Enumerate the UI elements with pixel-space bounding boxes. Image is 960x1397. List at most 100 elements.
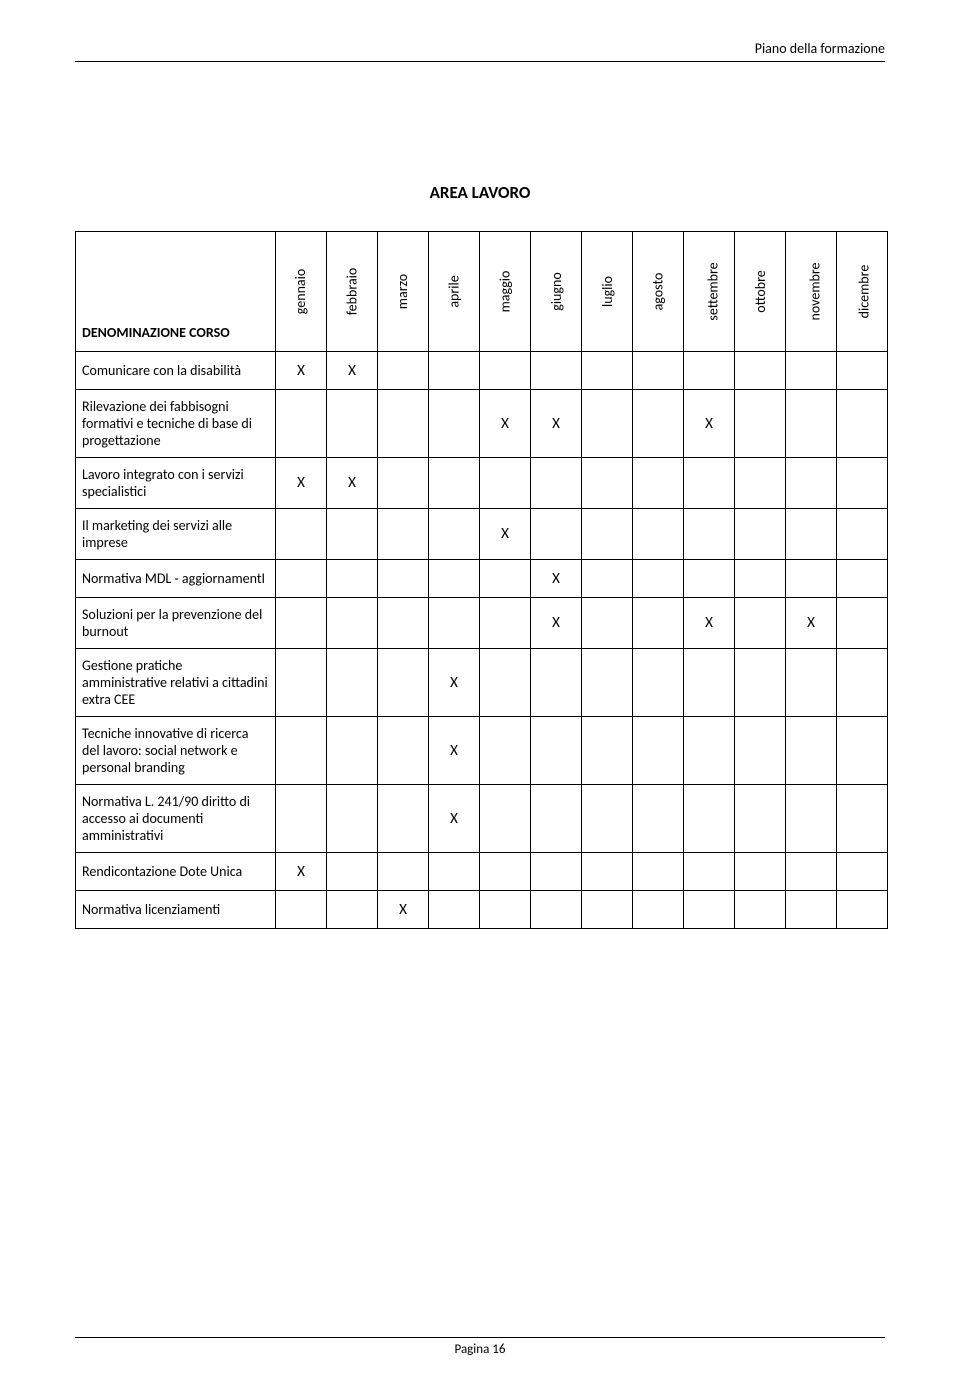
cell-mark — [582, 649, 633, 717]
cell-mark — [735, 649, 786, 717]
cell-mark — [786, 390, 837, 458]
cell-mark — [735, 598, 786, 649]
page-footer-line: Pagina 16 — [75, 1337, 885, 1357]
row-label: Tecniche innovative di ricerca del lavor… — [76, 717, 276, 785]
cell-mark — [633, 785, 684, 853]
cell-mark — [327, 649, 378, 717]
month-label: marzo — [394, 274, 411, 309]
cell-mark — [276, 649, 327, 717]
cell-mark — [837, 649, 888, 717]
cell-mark — [378, 458, 429, 509]
row-label: Normativa MDL - aggiornamentI — [76, 560, 276, 598]
month-header: gennaio — [276, 232, 327, 352]
month-header: settembre — [684, 232, 735, 352]
cell-mark — [480, 891, 531, 929]
month-label: maggio — [496, 271, 513, 313]
cell-mark: X — [276, 458, 327, 509]
cell-mark — [582, 390, 633, 458]
cell-mark — [837, 717, 888, 785]
cell-mark — [786, 458, 837, 509]
cell-mark — [786, 649, 837, 717]
cell-mark: X — [429, 785, 480, 853]
cell-mark — [531, 649, 582, 717]
month-label: luglio — [599, 276, 616, 307]
month-header: novembre — [786, 232, 837, 352]
cell-mark — [480, 560, 531, 598]
row-label: Soluzioni per la prevenzione del burnout — [76, 598, 276, 649]
cell-mark — [684, 853, 735, 891]
table-row: Tecniche innovative di ricerca del lavor… — [76, 717, 888, 785]
cell-mark — [429, 598, 480, 649]
cell-mark — [531, 785, 582, 853]
cell-mark: X — [480, 390, 531, 458]
cell-mark — [837, 785, 888, 853]
cell-mark — [378, 509, 429, 560]
month-header: ottobre — [735, 232, 786, 352]
cell-mark — [684, 891, 735, 929]
cell-mark: X — [480, 509, 531, 560]
month-header: febbraio — [327, 232, 378, 352]
cell-mark — [735, 560, 786, 598]
cell-mark — [378, 717, 429, 785]
cell-mark — [378, 560, 429, 598]
month-header: dicembre — [837, 232, 888, 352]
table-row: Normativa MDL - aggiornamentI X — [76, 560, 888, 598]
table-row: Lavoro integrato con i servizi specialis… — [76, 458, 888, 509]
cell-mark — [480, 458, 531, 509]
table-row: Normativa L. 241/90 diritto di accesso a… — [76, 785, 888, 853]
cell-mark: X — [327, 458, 378, 509]
cell-mark — [378, 352, 429, 390]
cell-mark — [480, 352, 531, 390]
cell-mark — [735, 352, 786, 390]
cell-mark — [582, 509, 633, 560]
cell-mark — [327, 598, 378, 649]
cell-mark — [378, 649, 429, 717]
cell-mark — [633, 560, 684, 598]
cell-mark: X — [429, 649, 480, 717]
cell-mark — [531, 458, 582, 509]
cell-mark: X — [327, 352, 378, 390]
cell-mark: X — [531, 560, 582, 598]
cell-mark — [480, 853, 531, 891]
cell-mark — [378, 785, 429, 853]
cell-mark — [327, 853, 378, 891]
table-row: Rilevazione dei fabbisogni formativi e t… — [76, 390, 888, 458]
cell-mark — [276, 785, 327, 853]
cell-mark — [633, 352, 684, 390]
cell-mark — [582, 458, 633, 509]
cell-mark: X — [276, 352, 327, 390]
cell-mark — [276, 598, 327, 649]
row-label: Normativa L. 241/90 diritto di accesso a… — [76, 785, 276, 853]
month-label: dicembre — [855, 265, 872, 319]
cell-mark — [582, 785, 633, 853]
table-row: Soluzioni per la prevenzione del burnout… — [76, 598, 888, 649]
cell-mark — [531, 717, 582, 785]
cell-mark — [633, 509, 684, 560]
cell-mark — [786, 352, 837, 390]
cell-mark: X — [684, 390, 735, 458]
month-label: settembre — [705, 262, 722, 320]
cell-mark: X — [786, 598, 837, 649]
table-row: Comunicare con la disabilitàXX — [76, 352, 888, 390]
cell-mark — [276, 509, 327, 560]
month-label: ottobre — [752, 270, 769, 313]
row-label: Normativa licenziamenti — [76, 891, 276, 929]
month-header: aprile — [429, 232, 480, 352]
schedule-table: DENOMINAZIONE CORSO gennaio febbraio marzo… — [75, 231, 888, 929]
cell-mark — [786, 785, 837, 853]
row-label: Il marketing dei servizi alle imprese — [76, 509, 276, 560]
row-label: Lavoro integrato con i servizi specialis… — [76, 458, 276, 509]
cell-mark — [786, 560, 837, 598]
cell-mark — [633, 891, 684, 929]
cell-mark — [327, 785, 378, 853]
month-label: aprile — [446, 275, 463, 307]
cell-mark — [480, 649, 531, 717]
cell-mark: X — [378, 891, 429, 929]
cell-mark: X — [531, 598, 582, 649]
cell-mark — [276, 717, 327, 785]
month-label: febbraio — [344, 268, 361, 316]
cell-mark — [735, 717, 786, 785]
cell-mark — [429, 352, 480, 390]
first-col-header: DENOMINAZIONE CORSO — [76, 232, 276, 352]
cell-mark — [837, 509, 888, 560]
